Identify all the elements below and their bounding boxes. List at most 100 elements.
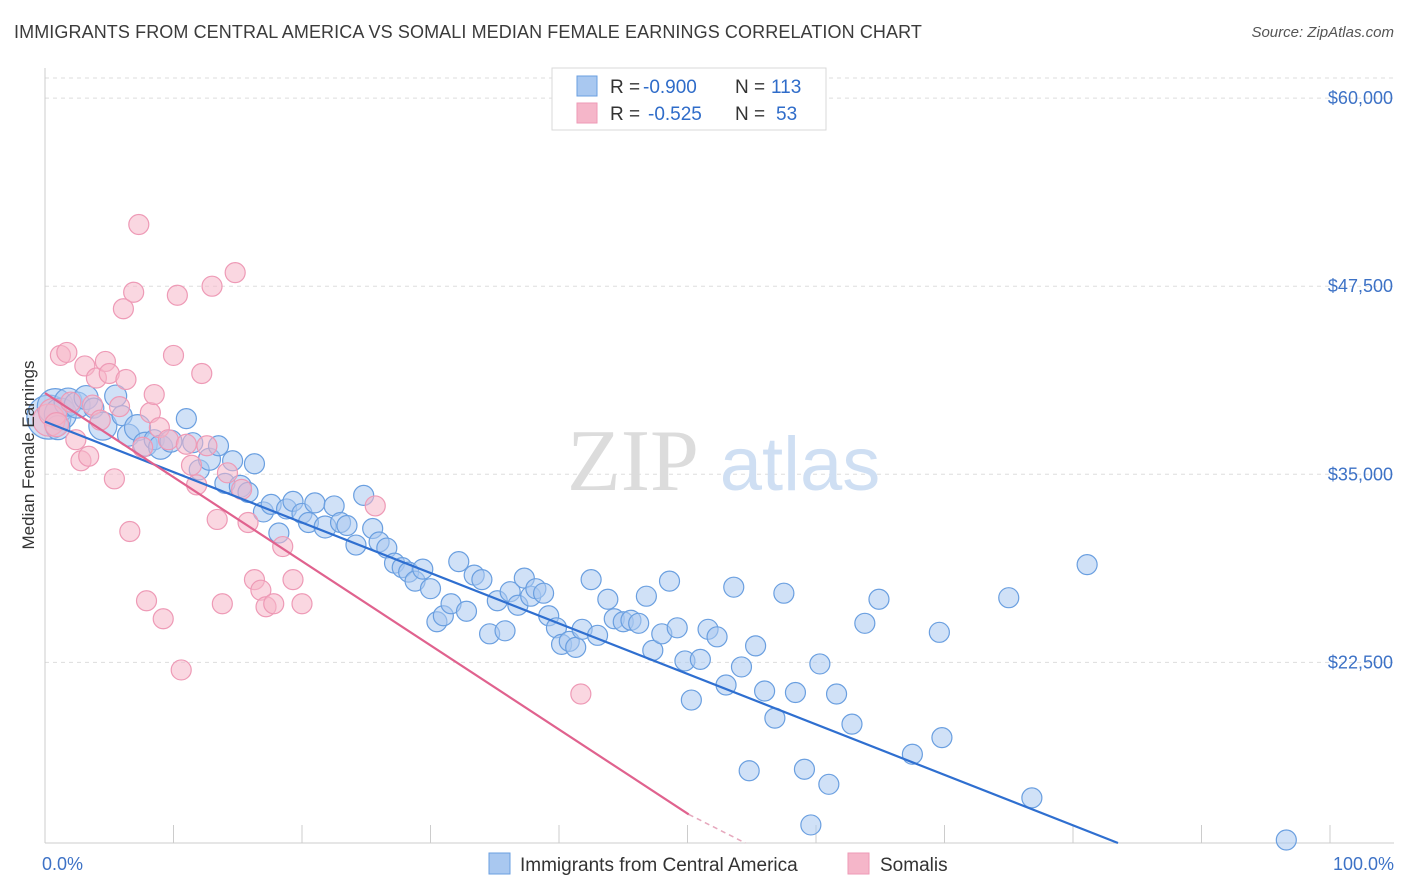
point-somalis-18 <box>115 368 137 391</box>
point-somalis-20 <box>123 281 145 303</box>
point-central-america-48 <box>419 578 442 600</box>
y-axis-label: Median Female Earnings <box>19 361 38 550</box>
point-somalis-37 <box>201 275 223 297</box>
trend-line-somalis-extension <box>688 813 746 844</box>
point-central-america-58 <box>494 620 516 642</box>
legend-n-label-2: N = <box>735 104 765 125</box>
point-somalis-33 <box>180 454 203 476</box>
point-central-america-25 <box>243 453 266 475</box>
axes <box>44 68 1394 844</box>
y-tick-label-2: $47,500 <box>1328 276 1393 296</box>
legend-box <box>551 67 827 131</box>
point-somalis-4 <box>56 341 78 364</box>
point-central-america-111 <box>1275 829 1297 851</box>
legend-r-label-2: R = <box>610 104 640 125</box>
point-somalis-49 <box>282 569 304 591</box>
point-central-america-101 <box>825 683 848 705</box>
watermark-atlas: atlas <box>720 422 881 507</box>
point-central-america-82 <box>666 617 688 639</box>
trend-lines <box>44 392 1119 845</box>
y-tick-label-3: $60,000 <box>1328 88 1393 108</box>
point-somalis-12 <box>89 409 111 431</box>
point-central-america-92 <box>745 635 767 657</box>
trend-line-central-america <box>44 420 1119 845</box>
point-somalis-36 <box>196 435 218 457</box>
legend-r-value-1: -0.900 <box>643 77 697 98</box>
y-tick-label-1: $35,000 <box>1328 464 1393 484</box>
point-central-america-89 <box>723 576 745 598</box>
point-somalis-28 <box>157 429 179 451</box>
point-somalis-38 <box>206 508 228 531</box>
watermark-zip: ZIP <box>567 413 699 510</box>
x-tick-labels: 0.0% 100.0% <box>42 854 1394 874</box>
point-somalis-27 <box>152 608 174 630</box>
legend-correlation: R = -0.900 N = 113 R = -0.525 N = 53 <box>551 67 827 131</box>
point-central-america-96 <box>784 681 807 704</box>
point-central-america-53 <box>455 600 478 622</box>
point-central-america-55 <box>471 569 493 591</box>
point-central-america-16 <box>175 408 197 430</box>
legend-r-label-1: R = <box>610 77 640 98</box>
point-central-america-81 <box>658 570 681 592</box>
point-central-america-52 <box>448 550 470 573</box>
point-somalis-47 <box>263 593 285 615</box>
point-central-america-38 <box>345 534 367 556</box>
point-central-america-33 <box>304 492 326 514</box>
chart-title: IMMIGRANTS FROM CENTRAL AMERICA VS SOMAL… <box>14 22 922 42</box>
point-central-america-108 <box>998 587 1020 609</box>
legend-swatch-1 <box>576 75 598 97</box>
point-somalis-40 <box>216 462 239 484</box>
x-tick-label-right: 100.0% <box>1333 854 1394 874</box>
point-central-america-104 <box>868 588 890 610</box>
point-central-america-77 <box>628 612 650 634</box>
point-central-america-71 <box>580 569 602 591</box>
point-central-america-84 <box>680 689 702 711</box>
point-central-america-93 <box>753 680 776 702</box>
legend-n-value-1: 113 <box>771 77 801 98</box>
point-somalis-22 <box>132 436 154 458</box>
y-tick-labels: $22,500 $35,000 $47,500 $60,000 <box>1328 88 1393 672</box>
point-central-america-110 <box>1076 554 1098 576</box>
point-somalis-43 <box>237 511 259 534</box>
point-somalis-21 <box>128 213 150 236</box>
point-somalis-16 <box>108 395 131 418</box>
legend-bottom-swatch-2 <box>847 852 870 875</box>
point-central-america-87 <box>706 626 728 648</box>
point-somalis-51 <box>364 495 386 517</box>
point-somalis-25 <box>143 383 165 406</box>
watermark: ZIP atlas <box>567 413 880 510</box>
point-central-america-98 <box>800 814 822 836</box>
point-somalis-2 <box>43 412 70 438</box>
point-central-america-107 <box>931 727 953 749</box>
point-somalis-19 <box>119 520 141 543</box>
point-somalis-17 <box>112 298 134 320</box>
trend-line-somalis <box>44 392 690 816</box>
point-somalis-35 <box>191 362 213 385</box>
point-central-america-102 <box>841 713 863 735</box>
legend-series: Immigrants from Central America Somalis <box>488 852 948 876</box>
point-somalis-32 <box>175 433 197 455</box>
point-central-america-106 <box>928 621 950 643</box>
point-somalis-50 <box>291 593 313 615</box>
legend-bottom-label-2: Somalis <box>880 855 948 876</box>
point-central-america-78 <box>635 585 657 607</box>
point-central-america-69 <box>565 636 587 658</box>
legend-bottom-swatch-1 <box>488 852 511 875</box>
point-central-america-99 <box>809 653 831 675</box>
point-somalis-52 <box>570 683 592 705</box>
point-central-america-100 <box>818 773 840 795</box>
point-central-america-73 <box>597 588 619 610</box>
series-somalis <box>32 213 592 705</box>
point-central-america-95 <box>773 582 795 604</box>
point-somalis-39 <box>211 593 233 615</box>
point-central-america-103 <box>854 612 876 634</box>
point-somalis-41 <box>224 262 246 284</box>
point-central-america-64 <box>532 582 555 604</box>
point-central-america-91 <box>738 760 760 782</box>
point-somalis-23 <box>135 590 158 612</box>
y-tick-label-0: $22,500 <box>1328 652 1393 672</box>
legend-r-value-2: -0.525 <box>648 104 702 125</box>
point-central-america-109 <box>1021 787 1043 809</box>
legend-n-label-1: N = <box>735 77 765 98</box>
